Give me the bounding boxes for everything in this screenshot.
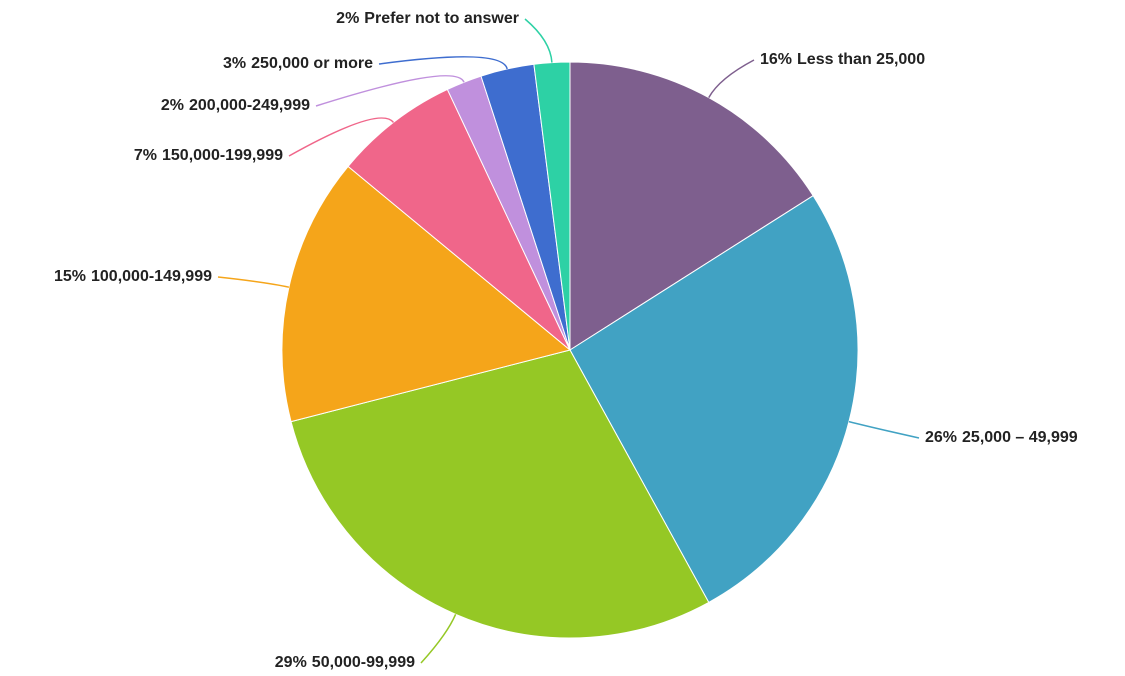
slice-category-label: 100,000-149,999	[91, 268, 212, 285]
leader-line	[288, 117, 395, 157]
slice-category-label: 25,000 – 49,999	[962, 429, 1078, 446]
pie-slice	[347, 88, 571, 351]
slice-category-label: 50,000-99,999	[312, 654, 415, 671]
leader-line	[315, 75, 465, 107]
slice-label: 3% 250,000 or more	[223, 55, 373, 72]
leader-line	[848, 420, 920, 439]
pie-slice	[533, 61, 571, 351]
leader-line	[708, 59, 755, 98]
slice-label: 2% 200,000-249,999	[161, 97, 310, 114]
slice-category-label: 250,000 or more	[251, 55, 373, 72]
slice-label: 29% 50,000-99,999	[275, 654, 415, 671]
slice-value-label: 29%	[275, 654, 307, 671]
slice-label: 16% Less than 25,000	[760, 51, 925, 68]
slice-value-label: 16%	[760, 51, 792, 68]
leader-line	[524, 18, 553, 63]
slice-category-label: Prefer not to answer	[364, 10, 519, 27]
pie-slice	[290, 349, 710, 639]
slice-value-label: 15%	[54, 268, 86, 285]
leader-line	[217, 276, 290, 288]
leader-line	[420, 614, 457, 664]
slice-label: 7% 150,000-199,999	[134, 147, 283, 164]
slice-value-label: 3%	[223, 55, 246, 72]
slice-label: 26% 25,000 – 49,999	[925, 429, 1078, 446]
slice-value-label: 2%	[161, 97, 184, 114]
leader-line	[378, 56, 508, 70]
slice-value-label: 7%	[134, 147, 157, 164]
slice-label: 2% Prefer not to answer	[336, 10, 519, 27]
slice-label: 15% 100,000-149,999	[54, 268, 212, 285]
slice-value-label: 26%	[925, 429, 957, 446]
pie-slice	[569, 61, 814, 351]
slice-category-label: 150,000-199,999	[162, 147, 283, 164]
slice-category-label: 200,000-249,999	[189, 97, 310, 114]
slice-category-label: Less than 25,000	[797, 51, 925, 68]
slice-value-label: 2%	[336, 10, 359, 27]
pie-slice	[569, 194, 859, 604]
